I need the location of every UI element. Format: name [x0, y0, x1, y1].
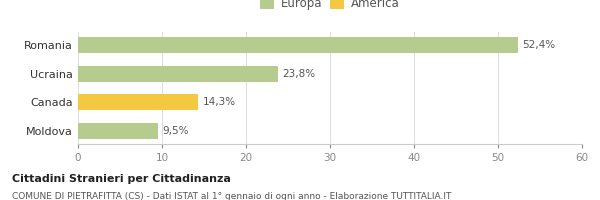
Bar — [78, 123, 158, 139]
Text: 9,5%: 9,5% — [162, 126, 188, 136]
Bar — [78, 66, 278, 82]
Bar — [78, 37, 518, 53]
Text: 52,4%: 52,4% — [523, 40, 556, 50]
Text: 23,8%: 23,8% — [282, 69, 315, 79]
Text: 14,3%: 14,3% — [202, 97, 235, 107]
Text: COMUNE DI PIETRAFITTA (CS) - Dati ISTAT al 1° gennaio di ogni anno - Elaborazion: COMUNE DI PIETRAFITTA (CS) - Dati ISTAT … — [12, 192, 451, 200]
Bar — [78, 94, 198, 110]
Legend: Europa, America: Europa, America — [258, 0, 402, 13]
Text: Cittadini Stranieri per Cittadinanza: Cittadini Stranieri per Cittadinanza — [12, 174, 231, 184]
